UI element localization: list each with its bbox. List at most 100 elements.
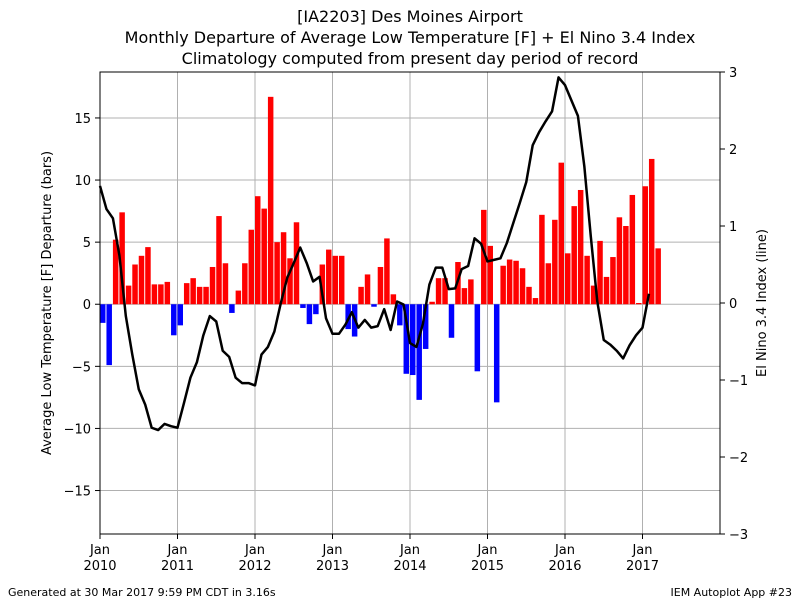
left-tick-label: 0 xyxy=(83,298,91,313)
departure-bar xyxy=(287,258,293,305)
departure-bar xyxy=(171,304,177,336)
departure-bar xyxy=(474,304,481,372)
departure-bar xyxy=(125,285,132,305)
departure-bar xyxy=(377,266,384,305)
departure-bar xyxy=(112,239,119,305)
x-tick-label-year: 2015 xyxy=(471,559,504,574)
x-tick-label-year: 2016 xyxy=(548,559,581,574)
footer-generated-text: Generated at 30 Mar 2017 9:59 PM CDT in … xyxy=(8,586,276,599)
departure-bar xyxy=(267,96,274,305)
departure-bar xyxy=(145,247,151,305)
departure-bar xyxy=(119,212,125,305)
x-tick-label-month: Jan xyxy=(166,543,187,558)
departure-bar xyxy=(229,304,235,313)
departure-bar xyxy=(106,304,112,366)
right-tick-label: −1 xyxy=(729,374,748,389)
departure-bar xyxy=(100,304,106,323)
departure-bar xyxy=(138,255,145,305)
departure-bar xyxy=(610,257,616,305)
departure-bar xyxy=(539,214,545,305)
departure-bar xyxy=(397,304,403,326)
left-tick-label: −15 xyxy=(64,485,91,500)
bar-series xyxy=(100,96,661,403)
left-tick-label: −5 xyxy=(72,360,91,375)
departure-bar xyxy=(235,290,242,305)
departure-bar xyxy=(493,304,500,403)
departure-bar xyxy=(532,298,539,305)
x-tick-label-month: Jan xyxy=(89,543,110,558)
x-tick-label-month: Jan xyxy=(244,543,265,558)
departure-bar xyxy=(332,255,338,305)
departure-bar xyxy=(222,263,229,305)
departure-bar xyxy=(306,304,313,325)
departure-bar xyxy=(403,304,410,374)
right-y-axis: −3 −2 −1 0 1 2 3 xyxy=(720,66,748,543)
departure-bar xyxy=(209,266,216,305)
x-tick-label-month: Jan xyxy=(554,543,575,558)
departure-bar xyxy=(526,286,532,305)
departure-bar xyxy=(216,216,222,305)
departure-bar xyxy=(280,232,287,305)
x-tick-label-year: 2010 xyxy=(83,559,116,574)
x-tick-label-year: 2011 xyxy=(161,559,194,574)
x-tick-label-year: 2012 xyxy=(238,559,271,574)
enso-line-series xyxy=(98,76,651,432)
departure-bar xyxy=(571,206,577,305)
departure-bar xyxy=(177,304,183,326)
left-tick-label: 10 xyxy=(74,174,91,189)
departure-bar xyxy=(158,284,164,305)
right-axis-label: El Nino 3.4 Index (line) xyxy=(755,229,770,377)
departure-bar xyxy=(410,304,416,376)
chart-subtitle: Monthly Departure of Average Low Tempera… xyxy=(125,28,696,47)
departure-bar xyxy=(648,158,655,305)
departure-bar xyxy=(597,240,603,305)
departure-bar xyxy=(513,260,519,305)
left-tick-label: 15 xyxy=(74,112,91,127)
departure-bar xyxy=(506,259,513,305)
chart-subtitle-2: Climatology computed from present day pe… xyxy=(182,49,639,68)
departure-bar xyxy=(338,255,345,305)
departure-bar xyxy=(196,286,203,305)
departure-bar xyxy=(519,268,526,305)
right-tick-label: 2 xyxy=(729,143,737,158)
left-tick-label: −10 xyxy=(64,422,91,437)
departure-bar xyxy=(132,264,138,305)
departure-bar xyxy=(616,217,623,305)
departure-bar xyxy=(313,304,319,315)
departure-bar xyxy=(558,162,565,305)
x-tick-label-year: 2014 xyxy=(393,559,426,574)
departure-bar xyxy=(390,294,397,305)
x-axis: Jan2010Jan2011Jan2012Jan2013Jan2014Jan20… xyxy=(83,534,659,574)
departure-bar xyxy=(565,253,571,305)
departure-bar xyxy=(545,263,552,305)
x-tick-label-month: Jan xyxy=(321,543,342,558)
departure-bar xyxy=(577,189,584,305)
departure-bar xyxy=(429,301,435,305)
x-tick-label-year: 2017 xyxy=(626,559,659,574)
departure-bar xyxy=(435,278,442,305)
departure-bar xyxy=(584,255,590,305)
right-tick-label: 3 xyxy=(729,66,737,81)
departure-bar xyxy=(164,281,171,305)
x-tick-label-month: Jan xyxy=(399,543,420,558)
departure-bar xyxy=(274,242,280,305)
chart-title: [IA2203] Des Moines Airport xyxy=(297,7,523,26)
departure-bar xyxy=(371,304,377,307)
departure-bar xyxy=(552,219,558,305)
x-tick-label-month: Jan xyxy=(631,543,652,558)
departure-bar xyxy=(203,286,209,305)
departure-bar xyxy=(358,286,364,305)
departure-bar xyxy=(487,245,493,305)
departure-bar xyxy=(500,265,506,305)
right-tick-label: 0 xyxy=(729,297,737,312)
departure-bar xyxy=(481,209,487,305)
footer-app-text: IEM Autoplot App #23 xyxy=(671,586,793,599)
departure-bar xyxy=(261,208,267,305)
departure-bar xyxy=(183,283,190,305)
departure-bar xyxy=(655,248,661,305)
departure-bar xyxy=(629,194,636,305)
departure-bar xyxy=(248,229,255,305)
x-tick-label-month: Jan xyxy=(476,543,497,558)
departure-bar xyxy=(468,279,474,305)
departure-bar xyxy=(255,196,261,305)
